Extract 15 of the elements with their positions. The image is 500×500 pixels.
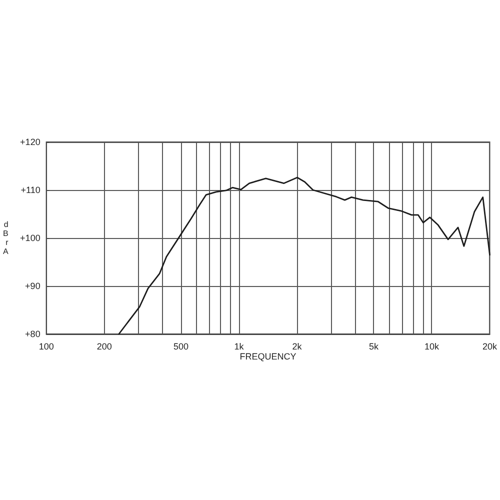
x-tick-label: 5k <box>368 342 379 352</box>
y-axis-title: dBrA <box>2 220 9 256</box>
x-tick-label: 1k <box>234 342 244 352</box>
y-tick-label: +110 <box>20 185 40 195</box>
x-tick-label: 200 <box>96 342 112 352</box>
y-tick-label: +80 <box>25 329 40 339</box>
x-tick-label: 2k <box>292 342 302 352</box>
x-tick-label: 10k <box>424 342 440 352</box>
y-tick-label: +120 <box>20 137 40 147</box>
x-tick-label: 500 <box>174 342 189 352</box>
x-tick-label: 100 <box>38 342 54 352</box>
x-tick-label: 20k <box>482 342 498 352</box>
y-tick-label: +100 <box>20 233 40 243</box>
y-tick-label: +90 <box>25 281 40 291</box>
x-axis-title: FREQUENCY <box>240 351 296 362</box>
